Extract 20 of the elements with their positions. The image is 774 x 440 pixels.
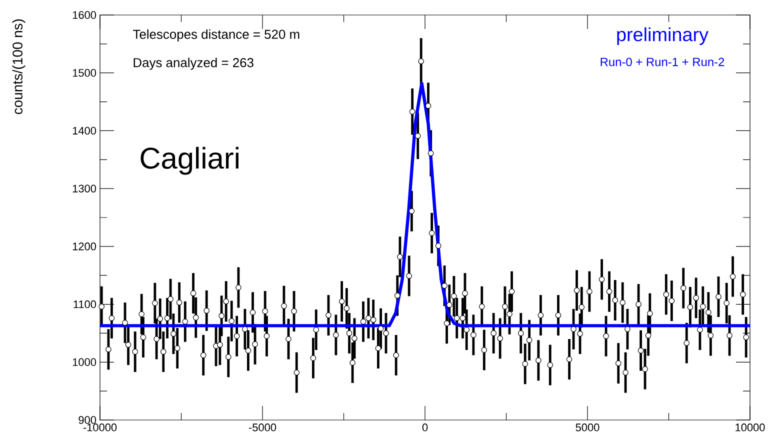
x-tick-label: -5000 xyxy=(248,424,276,432)
y-tick-label: 1600 xyxy=(72,11,96,19)
y-tick-label: 1100 xyxy=(74,300,96,308)
x-tick-label: 5000 xyxy=(576,424,600,432)
x-tick-label: 0 xyxy=(422,424,428,432)
x-tick-label: -10000 xyxy=(83,424,117,432)
y-tick-label: 1500 xyxy=(72,68,96,77)
annotation: Days analyzed = 263 xyxy=(134,58,254,70)
y-axis-title: counts/(100 ns) xyxy=(12,19,26,114)
y-tick-label: 1000 xyxy=(72,358,96,366)
annotation: Run-0 + Run-1 + Run-2 xyxy=(600,58,724,66)
y-tick-label: 900 xyxy=(78,416,96,424)
y-tick-label: 1400 xyxy=(72,126,96,135)
y-tick-label: 1300 xyxy=(72,184,96,192)
x-tick-label: 10000 xyxy=(736,424,765,432)
annotation: Cagliari xyxy=(140,146,238,175)
annotation: preliminary xyxy=(617,27,708,45)
annotation: Telescopes distance = 520 m xyxy=(133,29,300,42)
y-tick-label: 1200 xyxy=(72,242,96,250)
line-series xyxy=(100,82,750,328)
